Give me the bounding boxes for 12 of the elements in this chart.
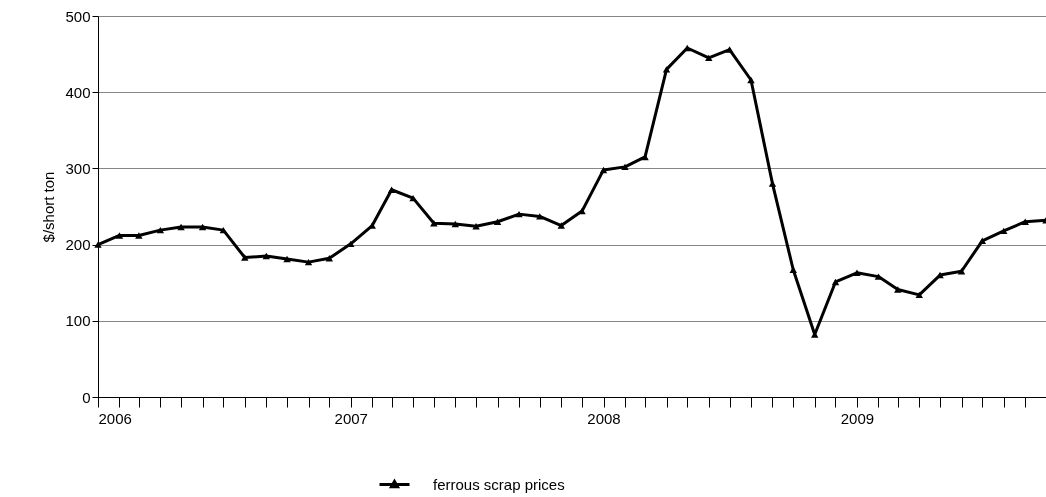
y-tick-label: 400 [65,83,91,101]
y-tick-label: 100 [65,312,91,330]
x-tick-label: 2006 [98,409,132,427]
legend-label: ferrous scrap prices [433,475,565,493]
y-axis-title: $/short ton [40,171,58,243]
x-tick-label: 2008 [587,409,621,427]
y-tick-label: 500 [65,7,91,25]
y-tick-label: 300 [65,159,91,177]
y-tick-label: 0 [82,388,91,406]
y-tick-label: 200 [65,236,91,254]
x-tick-label: 2007 [334,409,368,427]
x-tick-label: 2009 [840,409,875,427]
